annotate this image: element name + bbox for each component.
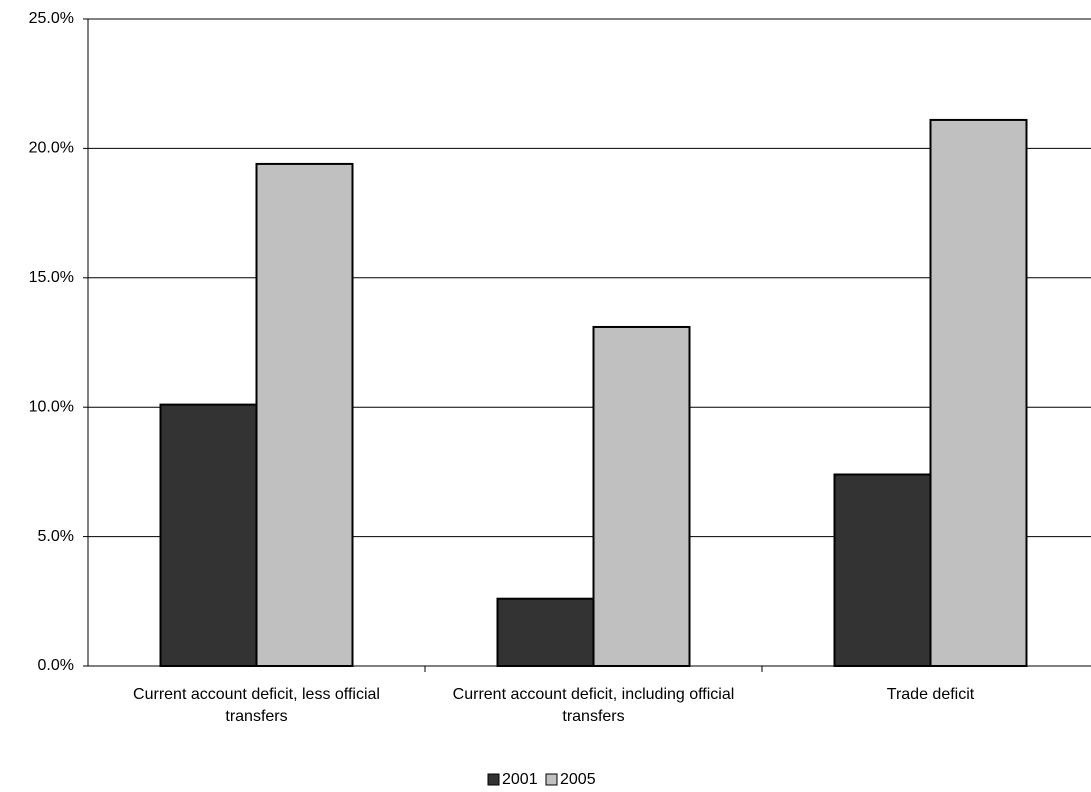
bar	[929, 118, 1028, 667]
x-tick-label: Current account deficit, less official t…	[133, 686, 380, 725]
y-tick-label: 0.0%	[38, 657, 74, 674]
bar	[592, 325, 691, 667]
legend-swatch	[545, 773, 558, 786]
y-tick-label: 5.0%	[38, 528, 74, 545]
bar	[496, 597, 595, 667]
y-tick-label: 15.0%	[29, 269, 74, 286]
x-tick-label: Trade deficit	[886, 686, 975, 703]
x-tick-label: Current account deficit, including offic…	[452, 686, 735, 725]
bar	[833, 473, 932, 667]
bar	[159, 403, 258, 667]
legend-swatch	[487, 773, 500, 786]
y-tick-label: 25.0%	[29, 10, 74, 27]
bar	[255, 162, 354, 667]
y-tick-label: 10.0%	[29, 398, 74, 415]
legend-label: 2001	[502, 771, 538, 788]
y-tick-label: 20.0%	[29, 140, 74, 157]
legend-label: 2005	[560, 771, 596, 788]
